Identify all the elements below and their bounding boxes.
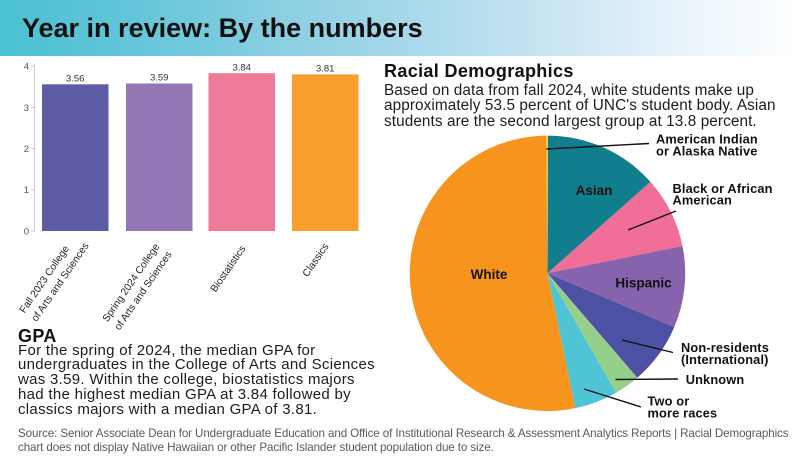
svg-text:Black or African: Black or African bbox=[673, 181, 773, 196]
svg-text:more races: more races bbox=[648, 406, 718, 421]
svg-text:0: 0 bbox=[24, 226, 29, 237]
svg-text:Spring 2024 Collegeof Arts and: Spring 2024 Collegeof Arts and Sciences bbox=[101, 241, 175, 332]
svg-text:Non-residents: Non-residents bbox=[681, 340, 769, 355]
svg-text:Asian: Asian bbox=[576, 183, 613, 198]
svg-text:White: White bbox=[471, 267, 508, 282]
svg-text:3.84: 3.84 bbox=[232, 63, 251, 74]
svg-text:2: 2 bbox=[24, 144, 29, 155]
svg-text:4: 4 bbox=[24, 62, 29, 73]
svg-text:Fall 2023 Collegeof Arts and S: Fall 2023 Collegeof Arts and Sciences bbox=[18, 233, 92, 324]
svg-text:(International): (International) bbox=[681, 352, 769, 367]
svg-text:3.81: 3.81 bbox=[316, 64, 335, 75]
svg-text:3: 3 bbox=[24, 103, 29, 114]
svg-text:American: American bbox=[673, 193, 733, 208]
svg-text:3.59: 3.59 bbox=[150, 73, 169, 84]
svg-text:Hispanic: Hispanic bbox=[615, 276, 672, 291]
svg-text:or Alaska Native: or Alaska Native bbox=[656, 143, 758, 158]
svg-text:Biostatistics: Biostatistics bbox=[209, 244, 249, 295]
svg-text:Classics: Classics bbox=[301, 242, 332, 279]
svg-text:1: 1 bbox=[24, 185, 29, 196]
svg-text:3.56: 3.56 bbox=[66, 74, 85, 85]
svg-text:Unknown: Unknown bbox=[686, 372, 745, 387]
svg-text:Two or: Two or bbox=[648, 394, 690, 409]
svg-text:American Indian: American Indian bbox=[656, 132, 758, 147]
